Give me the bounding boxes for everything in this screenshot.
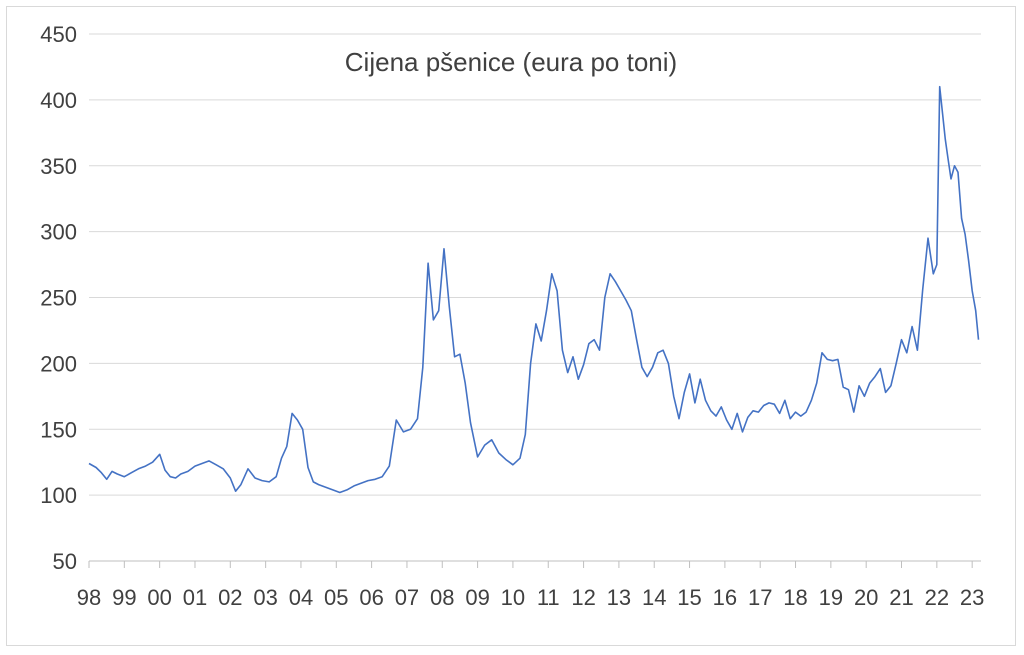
y-tick-label: 50 [53, 549, 77, 574]
x-tick-label: 21 [889, 585, 913, 610]
y-tick-label: 200 [40, 351, 77, 376]
x-tick-label: 09 [465, 585, 489, 610]
x-tick-label: 14 [642, 585, 666, 610]
x-tick-label: 16 [713, 585, 737, 610]
x-tick-label: 03 [253, 585, 277, 610]
x-tick-label: 06 [359, 585, 383, 610]
x-tick-label: 10 [501, 585, 525, 610]
chart-frame: 50 100 150 200 250 300 350 400 450 98 99 00 01 02 03 0… [6, 6, 1016, 646]
x-axis [88, 560, 981, 568]
x-tick-label: 11 [537, 585, 560, 610]
x-axis-tick-labels: 98 99 00 01 02 03 04 05 06 07 08 09 10 11 12 13 14 15 16 17… [77, 585, 985, 610]
gridlines [89, 33, 981, 496]
x-tick-label: 20 [854, 585, 878, 610]
wheat-price-line-chart: 50 100 150 200 250 300 350 400 450 98 99 00 01 02 03 0… [40, 22, 985, 610]
x-tick-label: 08 [430, 585, 454, 610]
y-tick-label: 300 [40, 220, 77, 245]
x-tick-label: 23 [960, 585, 984, 610]
y-axis-tick-labels: 50 100 150 200 250 300 350 400 450 [40, 22, 77, 574]
x-tick-label: 07 [395, 585, 419, 610]
y-tick-label: 250 [40, 286, 77, 311]
x-tick-label: 98 [77, 585, 101, 610]
y-tick-label: 100 [40, 483, 77, 508]
x-tick-label: 02 [218, 585, 242, 610]
x-tick-label: 13 [607, 585, 631, 610]
x-tick-label: 12 [571, 585, 595, 610]
y-tick-label: 450 [40, 22, 77, 47]
y-tick-label: 400 [40, 88, 77, 113]
chart-title: Cijena pšenice (eura po toni) [345, 47, 677, 77]
series-line-wheat-price [88, 85, 980, 494]
x-tick-label: 15 [677, 585, 701, 610]
x-tick-label: 99 [112, 585, 136, 610]
y-tick-label: 350 [40, 154, 77, 179]
y-tick-label: 150 [40, 417, 77, 442]
x-tick-label: 19 [819, 585, 843, 610]
x-tick-label: 01 [183, 585, 207, 610]
series-layer [88, 85, 980, 494]
x-tick-label: 18 [783, 585, 807, 610]
x-tick-label: 17 [748, 585, 772, 610]
x-tick-label: 04 [289, 585, 313, 610]
x-tick-label: 05 [324, 585, 348, 610]
x-tick-label: 22 [925, 585, 949, 610]
x-tick-label: 00 [147, 585, 171, 610]
